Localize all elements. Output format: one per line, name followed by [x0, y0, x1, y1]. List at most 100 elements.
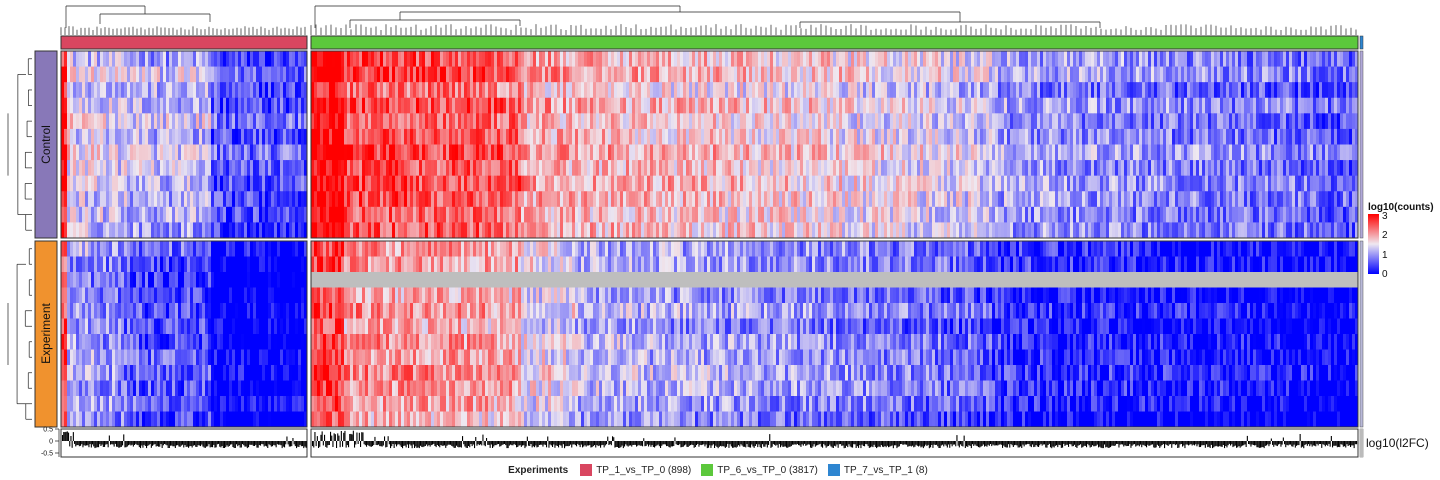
heatmap-cell	[590, 66, 594, 83]
heatmap-cell	[917, 66, 921, 83]
heatmap-cell	[383, 66, 387, 83]
heatmap-cell	[737, 51, 741, 67]
heatmap-cell	[1337, 97, 1341, 114]
heatmap-cell	[818, 144, 822, 161]
heatmap-cell	[136, 97, 140, 114]
heatmap-cell	[323, 144, 327, 161]
heatmap-cell	[851, 113, 855, 130]
heatmap-cell	[1034, 51, 1038, 67]
heatmap-cell	[1226, 97, 1230, 114]
heatmap-cell	[76, 206, 80, 223]
heatmap-cell	[205, 66, 209, 83]
heatmap-cell	[512, 66, 516, 83]
heatmap-cell	[253, 396, 257, 412]
heatmap-cell	[863, 51, 867, 67]
heatmap-cell	[1040, 82, 1044, 99]
heatmap-cell	[353, 113, 357, 130]
heatmap-cell	[166, 51, 170, 67]
heatmap-cell	[91, 82, 95, 99]
heatmap-cell	[112, 334, 116, 350]
heatmap-cell	[178, 287, 182, 304]
heatmap-cell	[277, 349, 281, 366]
heatmap-cell	[184, 349, 188, 366]
heatmap-cell	[359, 113, 363, 130]
heatmap-cell	[142, 256, 146, 273]
heatmap-cell	[304, 272, 308, 288]
heatmap-cell	[163, 175, 167, 192]
heatmap-cell	[845, 128, 849, 145]
heatmap-cell	[139, 113, 143, 130]
heatmap-cell	[1334, 144, 1338, 161]
heatmap-cell	[274, 66, 278, 83]
heatmap-cell	[115, 241, 119, 257]
heatmap-cell	[611, 97, 615, 114]
heatmap-cell	[115, 97, 119, 114]
heatmap-cell	[1046, 128, 1050, 145]
heatmap-cell	[97, 241, 101, 257]
heatmap-cell	[548, 66, 552, 83]
heatmap-cell	[172, 160, 176, 177]
heatmap-cell	[356, 160, 360, 177]
heatmap-cell	[782, 82, 786, 99]
heatmap-cell	[1058, 144, 1062, 161]
heatmap-cell	[599, 144, 603, 161]
heatmap-cell	[1295, 51, 1299, 67]
heatmap-cell	[1151, 66, 1155, 83]
heatmap-cell	[196, 128, 200, 145]
heatmap-cell	[686, 160, 690, 177]
row-annotation-control	[34, 50, 58, 239]
heatmap-cell	[217, 380, 221, 397]
heatmap-cell	[494, 82, 498, 99]
heatmap-cell	[175, 287, 179, 304]
heatmap-cell	[437, 66, 441, 83]
heatmap-cell	[731, 97, 735, 114]
heatmap-cell	[1016, 160, 1020, 177]
heatmap-cell	[563, 82, 567, 99]
heatmap-cell	[85, 191, 89, 208]
heatmap-cell	[109, 97, 113, 114]
heatmap-cell	[73, 334, 77, 350]
heatmap-cell	[226, 113, 230, 130]
heatmap-cell	[235, 380, 239, 397]
heatmap-cell	[217, 411, 221, 428]
heatmap-cell	[929, 144, 933, 161]
heatmap-cell	[836, 82, 840, 99]
heatmap-cell	[250, 206, 254, 223]
heatmap-cell	[698, 160, 702, 177]
heatmap-cell	[515, 66, 519, 83]
heatmap-cell	[85, 144, 89, 161]
heatmap-cell	[461, 51, 465, 67]
heatmap-cell	[815, 97, 819, 114]
heatmap-cell	[286, 175, 290, 192]
heatmap-cell	[1019, 82, 1023, 99]
heatmap-cell	[142, 66, 146, 83]
heatmap-cell	[148, 334, 152, 350]
heatmap-cell	[229, 66, 233, 83]
heatmap-cell	[557, 97, 561, 114]
heatmap-cell	[211, 175, 215, 192]
heatmap-cell	[923, 97, 927, 114]
heatmap-cell	[256, 144, 260, 161]
heatmap-cell	[301, 411, 305, 428]
heatmap-cell	[304, 144, 308, 161]
heatmap-cell	[467, 51, 471, 67]
heatmap-cell	[935, 160, 939, 177]
heatmap-cell	[229, 349, 233, 366]
heatmap-cell	[187, 287, 191, 304]
heatmap-cell	[761, 51, 765, 67]
heatmap-cell	[1148, 113, 1152, 130]
heatmap-cell	[1283, 82, 1287, 99]
heatmap-cell	[824, 144, 828, 161]
heatmap-cell	[64, 144, 68, 161]
heatmap-cell	[632, 113, 636, 130]
heatmap-cell	[659, 160, 663, 177]
heatmap-cell	[1058, 51, 1062, 67]
heatmap-cell	[271, 144, 275, 161]
heatmap-cell	[1340, 82, 1344, 99]
heatmap-cell	[1241, 97, 1245, 114]
heatmap-cell	[647, 51, 651, 67]
heatmap-cell	[130, 160, 134, 177]
heatmap-cell	[1280, 66, 1284, 83]
heatmap-cell	[908, 51, 912, 67]
heatmap-cell	[776, 144, 780, 161]
